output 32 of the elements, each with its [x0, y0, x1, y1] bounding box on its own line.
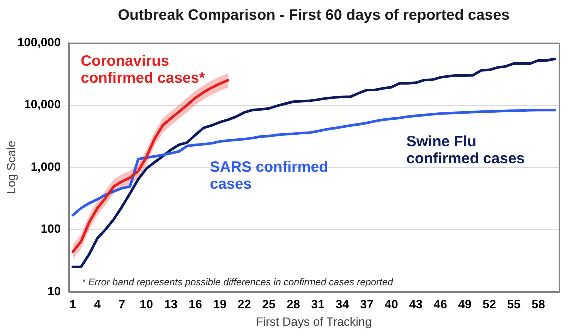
y-tick-label: 100 — [40, 222, 62, 236]
x-tick-label: 1 — [70, 298, 77, 312]
y-axis-title: Log Scale — [4, 140, 19, 194]
x-tick-label: 55 — [507, 298, 522, 312]
chart-title: Outbreak Comparison - First 60 days of reported cases — [118, 7, 510, 24]
x-tick-label: 46 — [434, 298, 448, 312]
x-tick-label: 13 — [164, 298, 178, 312]
x-tick-label: 25 — [262, 298, 276, 312]
x-tick-label: 19 — [213, 298, 228, 312]
series-label: Coronavirus confirmed cases* — [81, 53, 206, 88]
annotation: * Error band represents possible differences in confirmed cases reported — [82, 278, 394, 289]
x-tick-label: 58 — [532, 298, 546, 312]
y-tick-label: 10,000 — [24, 98, 62, 112]
y-tick-label: 100,000 — [18, 35, 62, 50]
series-label: SARS confirmed cases — [210, 159, 328, 194]
y-tick-label: 10 — [48, 284, 62, 298]
x-axis-title: First Days of Tracking — [256, 315, 372, 330]
x-tick-label: 31 — [311, 298, 326, 312]
x-tick-label: 37 — [360, 298, 374, 312]
x-tick-label: 4 — [94, 298, 102, 312]
x-tick-label: 7 — [118, 298, 126, 312]
x-tick-label: 22 — [238, 298, 252, 312]
x-tick-label: 52 — [482, 298, 497, 312]
text: Swine Flu confirmed cases — [406, 134, 525, 168]
x-tick-label: 43 — [409, 298, 424, 312]
y-tick-label: 1,000 — [30, 160, 62, 174]
x-tick-label: 28 — [286, 298, 301, 312]
x-tick-label: 16 — [188, 298, 203, 312]
x-tick-label: 10 — [140, 298, 154, 312]
x-tick-label: 40 — [384, 298, 399, 312]
x-tick-label: 49 — [458, 298, 472, 312]
x-tick-label: 34 — [336, 298, 350, 312]
